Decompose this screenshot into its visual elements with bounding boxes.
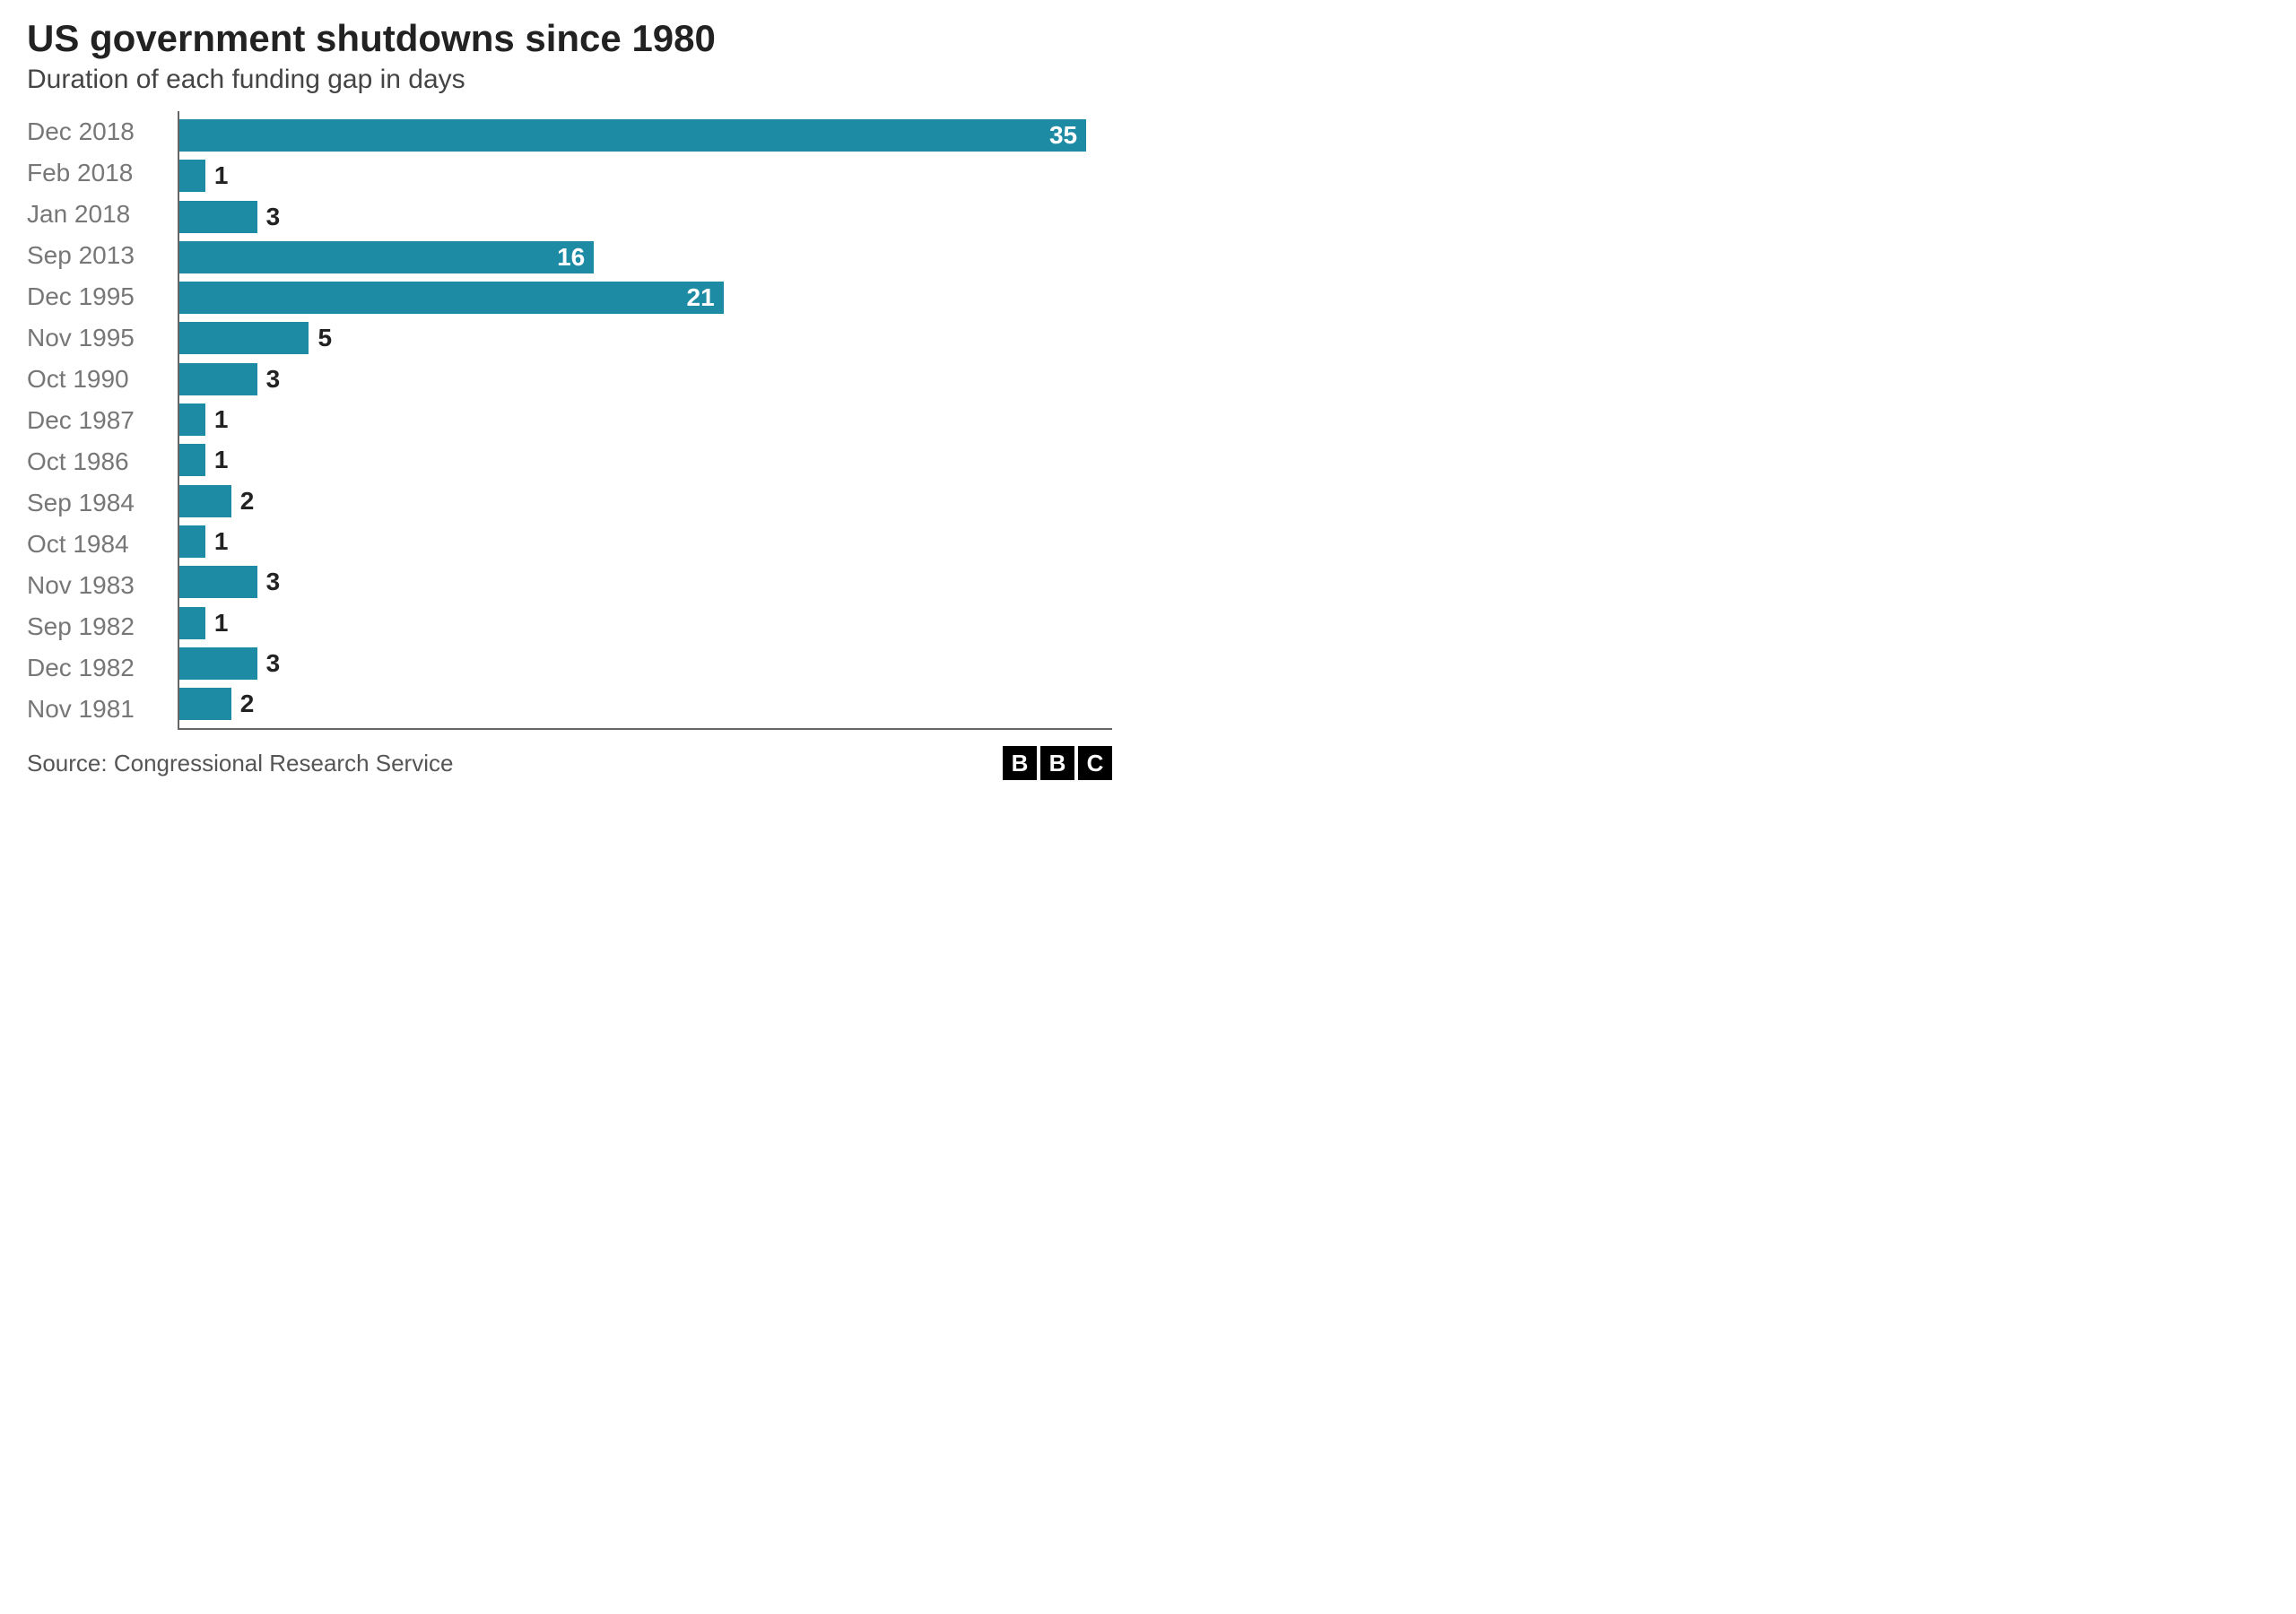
bar-value: 1 bbox=[214, 446, 229, 474]
bar bbox=[179, 607, 205, 639]
bar bbox=[179, 160, 205, 192]
logo-box: B bbox=[1040, 746, 1074, 780]
bar-row: 21 bbox=[179, 278, 1112, 317]
bar: 16 bbox=[179, 241, 594, 273]
bar-row: 16 bbox=[179, 238, 1112, 277]
bar bbox=[179, 363, 257, 395]
y-label: Nov 1981 bbox=[27, 690, 178, 729]
y-label: Dec 2018 bbox=[27, 112, 178, 152]
bar bbox=[179, 647, 257, 680]
bar-row: 5 bbox=[179, 318, 1112, 358]
y-label: Oct 1990 bbox=[27, 360, 178, 399]
bar-value: 21 bbox=[687, 283, 715, 312]
y-label: Dec 1982 bbox=[27, 648, 178, 688]
bar: 21 bbox=[179, 282, 724, 314]
logo-box: C bbox=[1078, 746, 1112, 780]
bar bbox=[179, 525, 205, 558]
y-label: Sep 2013 bbox=[27, 236, 178, 275]
y-label: Oct 1984 bbox=[27, 525, 178, 564]
y-label: Oct 1986 bbox=[27, 442, 178, 482]
y-label: Dec 1995 bbox=[27, 277, 178, 317]
y-axis-labels: Dec 2018Feb 2018Jan 2018Sep 2013Dec 1995… bbox=[27, 111, 178, 730]
bar-value: 3 bbox=[266, 649, 281, 678]
bar-value: 1 bbox=[214, 527, 229, 556]
y-label: Feb 2018 bbox=[27, 153, 178, 193]
bar-row: 1 bbox=[179, 400, 1112, 439]
bar-row: 2 bbox=[179, 684, 1112, 724]
bar-row: 1 bbox=[179, 440, 1112, 480]
bar-row: 2 bbox=[179, 482, 1112, 521]
bar-row: 3 bbox=[179, 197, 1112, 237]
bar-value: 3 bbox=[266, 568, 281, 596]
y-label: Jan 2018 bbox=[27, 195, 178, 234]
bar-row: 3 bbox=[179, 644, 1112, 683]
bar bbox=[179, 404, 205, 436]
bar-value: 5 bbox=[317, 324, 332, 352]
bar-value: 2 bbox=[240, 690, 255, 718]
logo-box: B bbox=[1003, 746, 1037, 780]
bar-value: 16 bbox=[557, 243, 585, 272]
y-label: Sep 1984 bbox=[27, 483, 178, 523]
y-label: Sep 1982 bbox=[27, 607, 178, 646]
bar-row: 1 bbox=[179, 603, 1112, 643]
bar-value: 2 bbox=[240, 487, 255, 516]
bar-row: 3 bbox=[179, 360, 1112, 399]
bar-row: 3 bbox=[179, 562, 1112, 602]
bar-row: 35 bbox=[179, 116, 1112, 155]
bar-value: 3 bbox=[266, 203, 281, 231]
chart-subtitle: Duration of each funding gap in days bbox=[27, 65, 1112, 95]
chart-footer: Source: Congressional Research Service B… bbox=[27, 746, 1112, 780]
y-label: Dec 1987 bbox=[27, 401, 178, 440]
y-label: Nov 1995 bbox=[27, 318, 178, 358]
bar-value: 3 bbox=[266, 365, 281, 394]
bar: 35 bbox=[179, 119, 1086, 152]
bar-row: 1 bbox=[179, 156, 1112, 195]
bar bbox=[179, 566, 257, 598]
bar bbox=[179, 688, 231, 720]
bar-value: 1 bbox=[214, 405, 229, 434]
bar-value: 1 bbox=[214, 161, 229, 190]
chart-container: US government shutdowns since 1980 Durat… bbox=[0, 0, 1139, 807]
bars-area: 351316215311213132 bbox=[178, 111, 1112, 730]
plot-area: Dec 2018Feb 2018Jan 2018Sep 2013Dec 1995… bbox=[27, 111, 1112, 730]
bar bbox=[179, 485, 231, 517]
y-label: Nov 1983 bbox=[27, 566, 178, 605]
bbc-logo: BBC bbox=[1003, 746, 1112, 780]
bar bbox=[179, 322, 309, 354]
source-text: Source: Congressional Research Service bbox=[27, 750, 453, 777]
bar-row: 1 bbox=[179, 522, 1112, 561]
bar-value: 1 bbox=[214, 609, 229, 638]
bar bbox=[179, 444, 205, 476]
bar bbox=[179, 201, 257, 233]
chart-title: US government shutdowns since 1980 bbox=[27, 18, 1112, 59]
bar-value: 35 bbox=[1049, 121, 1077, 150]
